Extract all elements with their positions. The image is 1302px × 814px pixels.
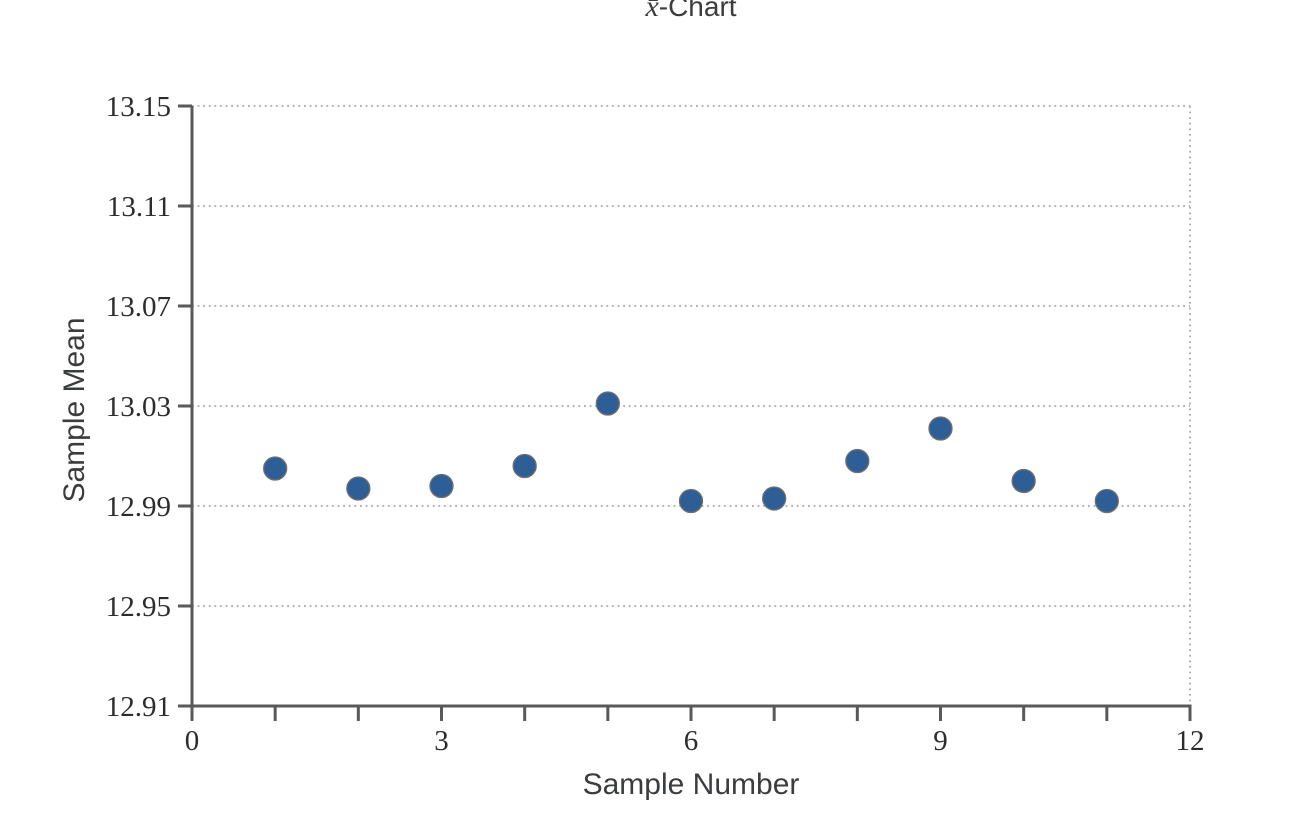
y-tick-label: 13.11 (107, 191, 171, 223)
data-point (678, 488, 704, 514)
y-tick-label: 13.15 (106, 91, 171, 123)
y-tick-label: 12.99 (106, 491, 171, 523)
x-tick-label: 3 (434, 725, 449, 757)
chart-title-text: -Chart (658, 0, 737, 22)
data-point (512, 453, 537, 479)
chart-title-xbar-symbol: x̄ (645, 0, 659, 23)
data-point (263, 456, 288, 481)
chart-title: x̄-Chart (192, 0, 1190, 24)
x-tick-label: 12 (1176, 725, 1205, 757)
data-point (762, 486, 787, 511)
y-tick-label: 12.95 (106, 591, 171, 623)
data-point (1094, 488, 1119, 514)
data-point (845, 448, 870, 474)
data-point (346, 476, 371, 501)
y-tick-label: 13.07 (106, 291, 171, 323)
x-axis-title: Sample Number (582, 768, 800, 801)
x-tick-label: 9 (933, 725, 948, 757)
data-point (928, 416, 953, 441)
x-tick-label: 6 (684, 725, 699, 757)
y-tick-label: 13.03 (106, 391, 171, 423)
x-tick-label: 0 (185, 725, 200, 757)
y-tick-label: 12.91 (106, 691, 171, 723)
y-axis-title: Sample Mean (58, 317, 91, 503)
data-point (1011, 468, 1036, 494)
data-point (429, 473, 454, 499)
data-point (595, 391, 620, 416)
